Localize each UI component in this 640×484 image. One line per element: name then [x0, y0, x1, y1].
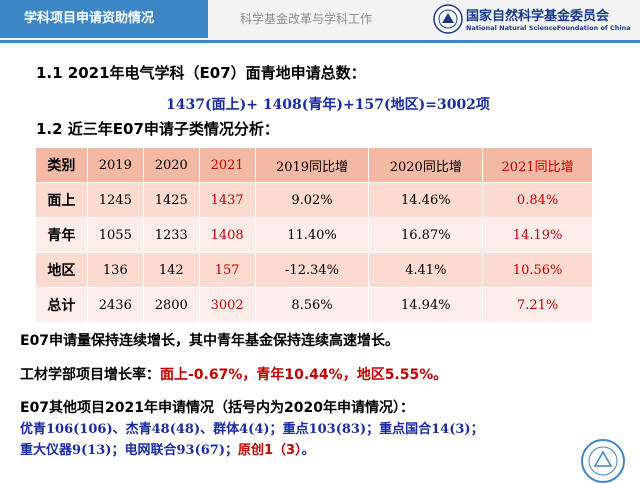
cell-2020: 2800 — [142, 287, 200, 323]
cell-growth-2021: 10.56% — [482, 252, 593, 288]
other-projects-line-2: 重大仪器9(13)；电网联合93(67)；原创1（3）。 — [20, 439, 315, 458]
section-1-1-heading: 1.1 2021年电气学科（E07）面青地申请总数： — [36, 64, 366, 82]
nsfc-logo-icon — [433, 4, 463, 34]
project-count: 48(48) — [151, 422, 201, 437]
table-header-growth-2019: 2019同比增 — [254, 147, 370, 183]
project-count: 9(13) — [72, 443, 112, 458]
growth-rate-label: 工材学部项目增长率： — [20, 367, 160, 383]
section-tab[interactable]: 学科项目申请资助情况 — [0, 0, 208, 38]
project-count: 4(4) — [239, 422, 270, 437]
cell-growth-2020: 14.94% — [368, 287, 484, 323]
table-header-category: 类别 — [35, 147, 88, 183]
cell-growth-2020: 14.46% — [368, 182, 484, 218]
cell-growth-2019: 8.56% — [254, 287, 370, 323]
cell-2021: 1408 — [198, 217, 256, 253]
row-label: 青年 — [35, 217, 88, 253]
cell-2021: 157 — [198, 252, 256, 288]
project-name: 电网联合 — [124, 443, 177, 458]
cell-growth-2019: -12.34% — [254, 252, 370, 288]
table-header-2019: 2019 — [86, 147, 144, 183]
cell-2020: 1233 — [142, 217, 200, 253]
header-divider — [0, 40, 640, 43]
row-label: 总计 — [35, 287, 88, 323]
cell-2021: 1437 — [198, 182, 256, 218]
project-name: 群体 — [213, 422, 240, 437]
project-name: 重大仪器 — [20, 443, 73, 458]
cell-growth-2020: 16.87% — [368, 217, 484, 253]
growth-rate-values: 面上-0.67%，青年10.44%，地区5.55%。 — [160, 367, 448, 383]
cell-2020: 142 — [142, 252, 200, 288]
total-formula: 1437(面上)+ 1408(青年)+157(地区)=3002项 — [166, 97, 490, 113]
table-header-growth-2021: 2021同比增 — [482, 147, 593, 183]
project-name: 原创 — [238, 443, 265, 458]
row-label: 地区 — [35, 252, 88, 288]
cell-growth-2021: 14.19% — [482, 217, 593, 253]
row-label: 面上 — [35, 182, 88, 218]
cell-2019: 136 — [86, 252, 144, 288]
project-count: 103(83) — [308, 422, 367, 437]
table-row: 总计 2436 2800 3002 8.56% 14.94% 7.21% — [35, 287, 593, 323]
separator: ； — [111, 443, 125, 458]
table-row: 地区 136 142 157 -12.34% 4.41% 10.56% — [35, 252, 593, 288]
separator: ； — [269, 422, 283, 437]
project-count: 106(106) — [46, 422, 113, 437]
university-seal-icon — [581, 439, 625, 483]
cell-growth-2021: 0.84% — [482, 182, 593, 218]
cell-2021: 3002 — [198, 287, 256, 323]
other-projects-heading: E07其他项目2021年申请情况（括号内为2020年申请情况）： — [20, 400, 414, 416]
table-header-row: 类别 2019 2020 2021 2019同比增 2020同比增 2021同比… — [35, 147, 593, 183]
separator: 、 — [200, 422, 214, 437]
org-name-en: National Natural ScienceFoundation of Ch… — [466, 24, 631, 32]
project-count: 93(67) — [176, 443, 225, 458]
cell-growth-2019: 11.40% — [254, 217, 370, 253]
cell-growth-2019: 9.02% — [254, 182, 370, 218]
table-header-2021: 2021 — [198, 147, 256, 183]
cell-2019: 1055 — [86, 217, 144, 253]
project-name: 优青 — [20, 422, 47, 437]
header-subtitle: 科学基金改革与学科工作 — [240, 12, 373, 26]
cell-growth-2021: 7.21% — [482, 287, 593, 323]
cell-growth-2020: 4.41% — [368, 252, 484, 288]
separator: ； — [224, 443, 238, 458]
cell-2019: 1245 — [86, 182, 144, 218]
project-count: 1（3） — [264, 443, 302, 458]
table-row: 青年 1055 1233 1408 11.40% 16.87% 14.19% — [35, 217, 593, 253]
cell-2020: 1425 — [142, 182, 200, 218]
separator: ； — [366, 422, 380, 437]
project-name: 重点 — [282, 422, 309, 437]
org-name-cn: 国家自然科学基金委员会 — [466, 9, 610, 24]
other-projects-line-1: 优青106(106)、杰青48(48)、群体4(4)；重点103(83)；重点国… — [20, 418, 484, 437]
table-row: 面上 1245 1425 1437 9.02% 14.46% 0.84% — [35, 182, 593, 218]
section-1-2-heading: 1.2 近三年E07申请子类情况分析： — [36, 120, 279, 138]
project-name: 杰青 — [125, 422, 152, 437]
separator: 、 — [112, 422, 126, 437]
header-bar: 学科项目申请资助情况 科学基金改革与学科工作 国家自然科学基金委员会 Natio… — [0, 0, 640, 43]
applications-table: 类别 2019 2020 2021 2019同比增 2020同比增 2021同比… — [35, 147, 593, 323]
growth-rate-line: 工材学部项目增长率：面上-0.67%，青年10.44%，地区5.55%。 — [20, 364, 447, 384]
summary-line: E07申请量保持连续增长，其中青年基金保持连续高速增长。 — [20, 333, 400, 349]
table-header-growth-2020: 2020同比增 — [368, 147, 484, 183]
table-header-2020: 2020 — [142, 147, 200, 183]
project-name: 重点国合 — [379, 422, 432, 437]
separator: ； — [470, 422, 484, 437]
separator: 。 — [301, 443, 315, 458]
cell-2019: 2436 — [86, 287, 144, 323]
project-count: 14(3) — [431, 422, 471, 437]
